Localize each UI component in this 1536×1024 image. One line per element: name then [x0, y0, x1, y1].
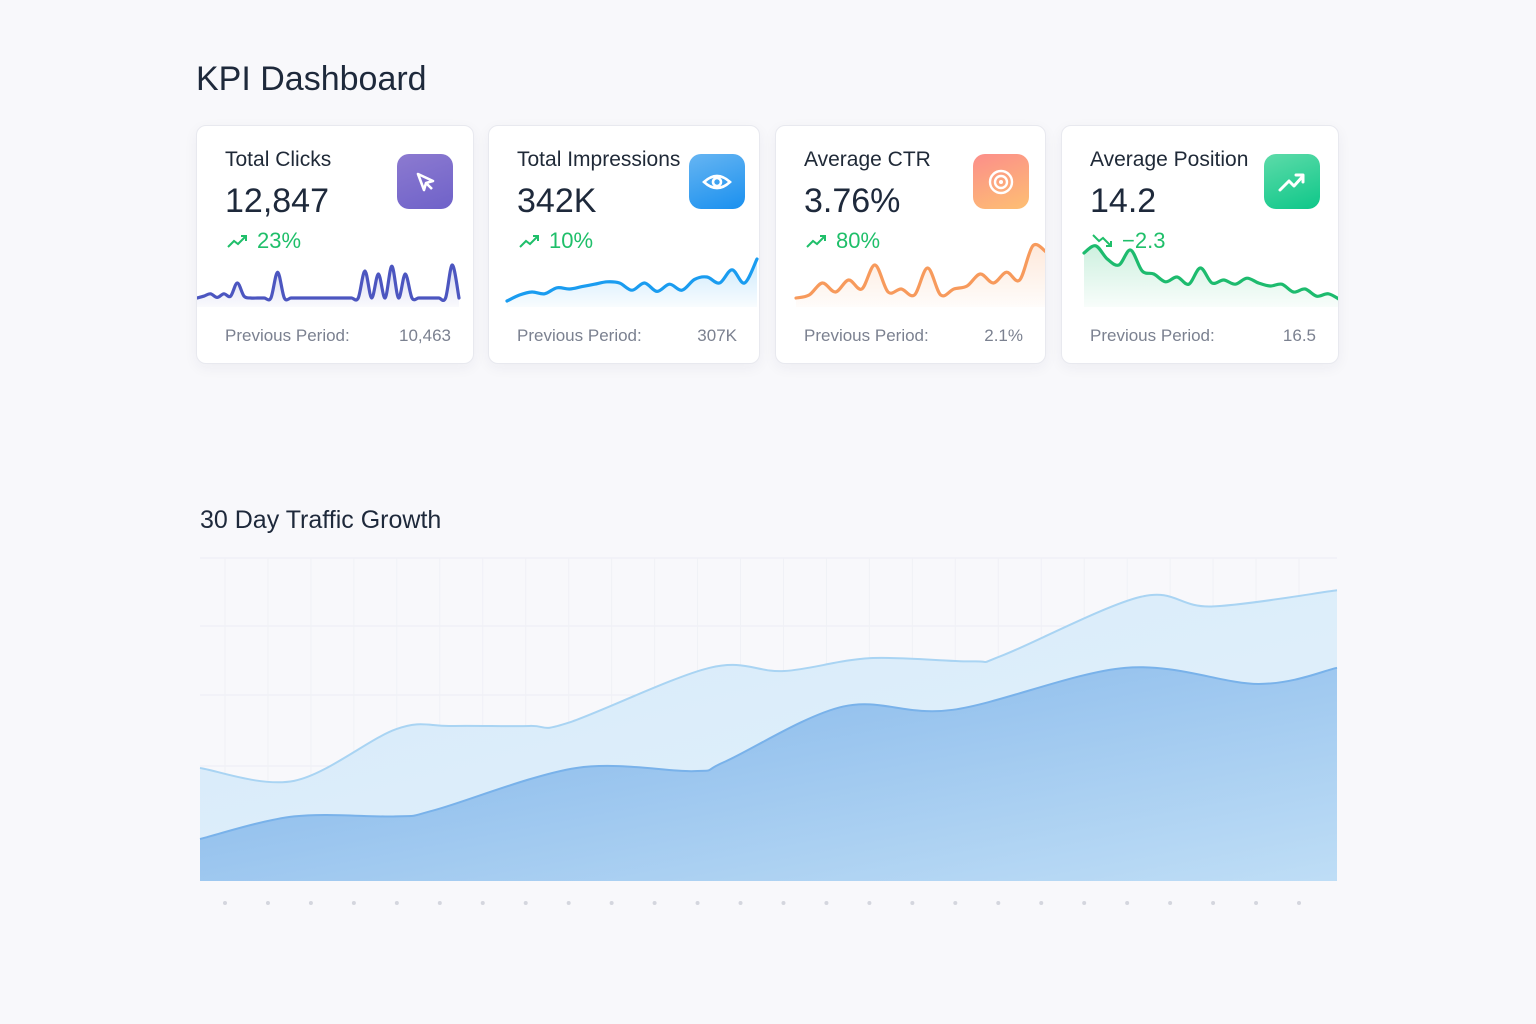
- x-tick-dot: [910, 901, 915, 905]
- x-tick-dot: [738, 901, 743, 905]
- chart-title: 30 Day Traffic Growth: [200, 506, 442, 534]
- previous-period-value: 10,463: [399, 326, 451, 345]
- x-tick-dot: [695, 901, 700, 905]
- sparkline-area: [1084, 245, 1338, 307]
- x-tick-dot: [1039, 901, 1044, 905]
- kpi-card-total-impressions[interactable]: Total Impressions 342K 10% Previous Peri…: [488, 125, 760, 364]
- x-tick-dot: [953, 901, 958, 905]
- kpi-label: Total Clicks: [225, 148, 332, 171]
- trend-up-icon: [227, 235, 247, 248]
- kpi-card-average-ctr[interactable]: Average CTR 3.76% 80% Previous Period: 2…: [775, 125, 1046, 364]
- previous-period-label: Previous Period:: [517, 326, 642, 345]
- kpi-change: 23%: [227, 228, 301, 254]
- kpi-value: 342K: [517, 182, 597, 220]
- kpi-label: Average Position: [1090, 148, 1249, 171]
- x-tick-dot: [566, 901, 571, 905]
- previous-period-value: 16.5: [1282, 326, 1316, 345]
- x-tick-dot: [1125, 901, 1130, 905]
- trend-up-icon: [806, 235, 826, 248]
- x-tick-dot: [1211, 901, 1216, 905]
- sparkline-line: [1082, 244, 1338, 301]
- kpi-card-average-position[interactable]: Average Position 14.2 −2.3 Previous Peri…: [1061, 125, 1339, 364]
- previous-period-value: 2.1%: [984, 326, 1023, 345]
- trend-up-icon: [519, 235, 539, 248]
- x-tick-dot: [609, 901, 614, 905]
- x-tick-dot: [437, 901, 442, 905]
- kpi-label: Average CTR: [804, 148, 931, 171]
- cursor-icon: [397, 154, 453, 209]
- sparkline: [197, 263, 461, 307]
- previous-period-value: 307K: [697, 326, 737, 345]
- kpi-label: Total Impressions: [517, 148, 681, 171]
- sparkline-line: [794, 243, 1045, 300]
- area-series-2: [200, 667, 1337, 881]
- x-tick-dot: [394, 901, 399, 905]
- kpi-change: 10%: [519, 228, 593, 254]
- x-tick-dot: [824, 901, 829, 905]
- x-tick-dot: [1082, 901, 1087, 905]
- x-tick-dot: [1254, 901, 1259, 905]
- trend-down-icon: [1092, 234, 1112, 247]
- area-series-line-2: [199, 666, 1338, 840]
- x-tick-dot: [781, 901, 786, 905]
- x-tick-dot: [1297, 901, 1301, 905]
- kpi-value: 3.76%: [804, 182, 901, 220]
- kpi-change-value: 23%: [257, 228, 302, 253]
- sparkline: [1082, 244, 1338, 307]
- kpi-change-value: 80%: [836, 228, 881, 253]
- x-tick-dot: [523, 901, 528, 905]
- x-tick-dot: [223, 901, 227, 905]
- x-tick-dot: [308, 901, 313, 905]
- kpi-change: 80%: [806, 228, 880, 254]
- kpi-value: 14.2: [1090, 182, 1157, 220]
- kpi-value: 12,847: [225, 182, 329, 220]
- previous-period-label: Previous Period:: [1090, 326, 1215, 345]
- sparkline: [794, 243, 1045, 307]
- x-tick-dot: [265, 901, 270, 905]
- x-tick-dot: [1168, 901, 1173, 905]
- x-tick-dot: [652, 901, 657, 905]
- target-icon: [973, 154, 1029, 209]
- sparkline-area: [796, 244, 1045, 307]
- kpi-card-total-clicks[interactable]: Total Clicks 12,847 23% Previous Period:…: [196, 125, 474, 364]
- x-tick-dot: [480, 901, 485, 905]
- sparkline: [505, 257, 759, 307]
- kpi-change: −2.3: [1092, 228, 1165, 254]
- x-tick-dot: [351, 901, 356, 905]
- previous-period-label: Previous Period:: [225, 326, 350, 345]
- area-series-line-1: [199, 589, 1338, 784]
- x-tick-dot: [996, 901, 1001, 905]
- sparkline-area: [507, 259, 757, 307]
- previous-period-label: Previous Period:: [804, 326, 929, 345]
- trending-up-icon: [1264, 154, 1320, 209]
- sparkline-line: [197, 263, 461, 303]
- kpi-change-value: 10%: [549, 228, 594, 253]
- x-tick-dot: [867, 901, 872, 905]
- page-title: KPI Dashboard: [196, 60, 427, 98]
- sparkline-line: [505, 257, 759, 303]
- eye-icon: [689, 154, 745, 209]
